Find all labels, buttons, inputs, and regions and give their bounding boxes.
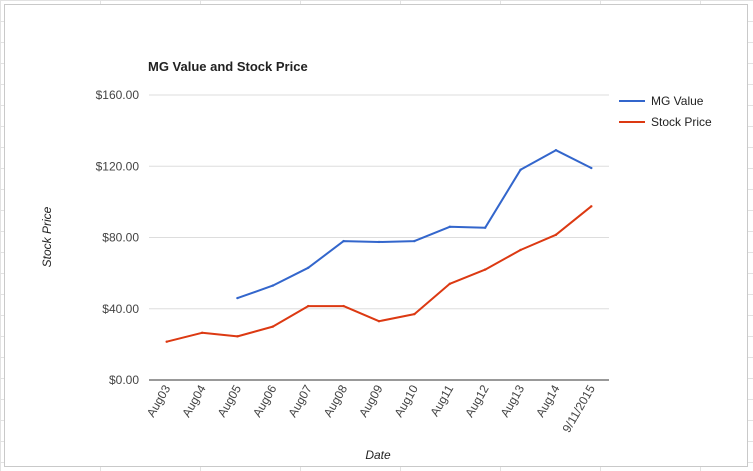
- legend-label: Stock Price: [651, 115, 712, 129]
- x-tick-label: Aug07: [285, 382, 315, 419]
- data-point: [483, 226, 487, 229]
- data-point: [448, 225, 451, 229]
- series-lines: [165, 149, 593, 343]
- x-tick-label: Aug09: [356, 382, 386, 419]
- legend: MG Value Stock Price: [619, 94, 712, 129]
- y-tick-label: $40.00: [102, 302, 139, 316]
- line-chart: MG Value and Stock Price $0.00 $40.00 $80.…: [40, 59, 712, 462]
- data-point: [307, 304, 310, 308]
- data-point: [342, 304, 345, 308]
- x-tick-label: Aug10: [392, 382, 422, 419]
- y-tick-label: $0.00: [109, 373, 139, 387]
- y-tick-label: $120.00: [96, 159, 140, 173]
- data-point: [236, 296, 239, 300]
- data-point: [448, 282, 451, 286]
- y-axis-title: Stock Price: [40, 206, 54, 267]
- data-point: [271, 284, 275, 287]
- data-point: [377, 240, 381, 244]
- chart-title: MG Value and Stock Price: [148, 59, 308, 74]
- data-point: [519, 168, 522, 172]
- chart-panel[interactable]: MG Value and Stock Price $0.00 $40.00 $80.…: [4, 4, 748, 467]
- data-point: [413, 239, 416, 243]
- data-point: [554, 233, 558, 237]
- x-axis-tick-labels: Aug03 Aug04 Aug05 Aug06 Aug07 Aug08 Aug09 Aug10…: [144, 382, 598, 435]
- data-point: [590, 166, 593, 170]
- data-point: [413, 312, 416, 316]
- legend-label: MG Value: [651, 94, 704, 108]
- y-tick-label: $80.00: [102, 231, 139, 245]
- x-tick-label: Aug11: [427, 382, 456, 419]
- x-tick-label: Aug13: [498, 382, 528, 419]
- data-point: [377, 320, 381, 323]
- data-point: [236, 335, 239, 338]
- data-point: [483, 268, 487, 271]
- x-tick-label: Aug12: [462, 382, 492, 419]
- x-tick-label: Aug06: [250, 382, 280, 419]
- data-point: [200, 331, 204, 334]
- x-tick-label: Aug03: [144, 382, 174, 419]
- y-tick-label: $160.00: [96, 88, 140, 102]
- x-tick-label: Aug05: [215, 382, 245, 419]
- x-tick-label: Aug08: [321, 382, 351, 419]
- data-point: [554, 149, 558, 152]
- y-axis-tick-labels: $0.00 $40.00 $80.00 $120.00 $160.00: [96, 88, 140, 387]
- data-point: [342, 239, 345, 243]
- data-point: [307, 266, 310, 269]
- x-tick-label: Aug04: [179, 382, 209, 419]
- x-tick-label: 9/11/2015: [560, 382, 599, 435]
- data-point: [271, 325, 275, 328]
- data-point: [590, 205, 593, 208]
- data-point: [165, 340, 168, 343]
- series-line-0: [237, 149, 592, 300]
- gridlines: [149, 94, 609, 381]
- data-point: [519, 248, 522, 252]
- x-tick-label: Aug14: [533, 382, 563, 419]
- x-axis-title: Date: [365, 448, 391, 462]
